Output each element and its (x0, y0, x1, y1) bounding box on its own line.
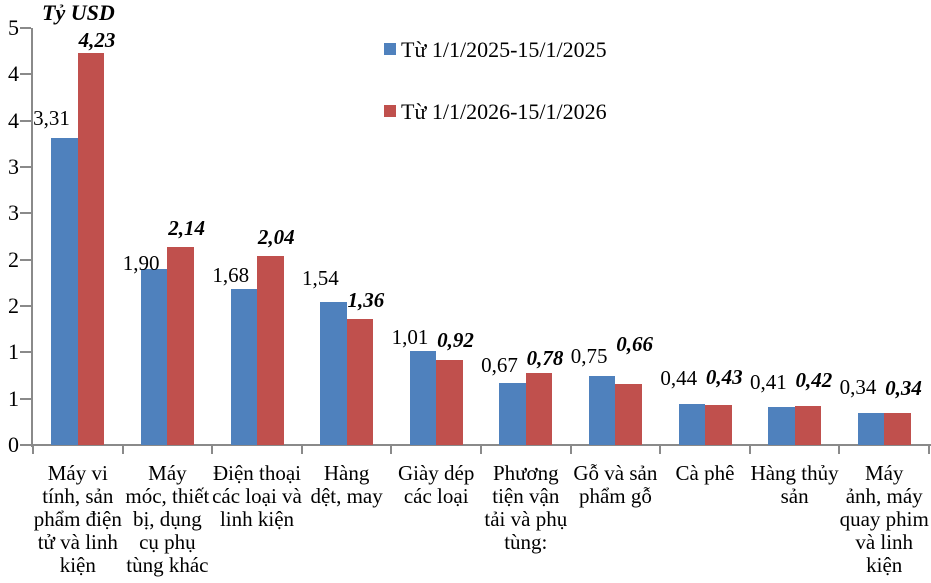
value-label-series1-cat4: 1,54 (301, 266, 339, 291)
y-axis-tick (20, 305, 31, 307)
value-label-series2-cat7: 0,66 (616, 331, 654, 356)
value-label-series2-cat3: 2,04 (257, 224, 295, 249)
y-axis-tick-label: 4 (8, 61, 19, 87)
value-label-series1-cat10: 0,34 (839, 375, 877, 400)
bar-series2-cat1 (77, 53, 105, 445)
category-label-1: Máy vi tính, sản phẩm điện tử và linh ki… (33, 461, 122, 577)
bar-series1-cat7 (588, 375, 616, 445)
legend-swatch-icon (384, 43, 396, 55)
category-label-7: Gỗ và sản phẩm gỗ (573, 461, 658, 508)
chart-title: Tỷ USD (42, 0, 115, 25)
x-axis-tick (480, 446, 482, 454)
legend-swatch-icon (384, 105, 396, 117)
category-label-9: Hàng thủy sản (750, 461, 839, 508)
bar-series2-cat9 (794, 406, 822, 445)
bar-series2-cat5 (436, 359, 463, 445)
y-axis-tick (20, 212, 31, 215)
legend-label: Từ 1/1/2025-15/1/2025 (401, 37, 607, 62)
value-label-series1-cat7: 0,75 (570, 343, 608, 368)
bar-series2-cat6 (525, 372, 553, 445)
bar-series1-cat6 (499, 382, 526, 445)
x-axis (31, 444, 931, 446)
bar-series2-cat2 (167, 246, 194, 445)
category-label-4: Hàng dệt, may (310, 461, 383, 508)
y-axis-tick (20, 27, 31, 29)
bar-series2-cat8 (705, 405, 732, 445)
category-label-2: Máy móc, thiết bị, dụng cụ phụ tùng khác (125, 461, 210, 577)
x-axis-tick (390, 446, 393, 454)
bar-series1-cat8 (678, 404, 705, 445)
x-axis-tick (659, 446, 662, 454)
value-label-series1-cat8: 0,44 (660, 366, 698, 391)
x-axis-tick (32, 446, 34, 454)
value-label-series2-cat6: 0,78 (526, 345, 564, 370)
y-axis-tick (20, 397, 31, 400)
y-axis-tick-label: 3 (8, 200, 19, 226)
y-axis-tick (20, 444, 31, 446)
bar-series1-cat3 (230, 289, 257, 445)
x-axis-tick (211, 446, 214, 454)
bar-series1-cat10 (857, 413, 885, 445)
y-axis-tick-label: 4 (8, 107, 19, 133)
y-axis-tick-label: 5 (8, 15, 19, 40)
value-label-series2-cat4: 1,36 (347, 287, 385, 312)
category-label-3: Điện thoại các loại và linh kiện (212, 461, 302, 531)
legend-label: Từ 1/1/2026-15/1/2026 (401, 99, 607, 124)
value-label-series1-cat3: 1,68 (212, 263, 250, 288)
bar-series1-cat2 (140, 268, 168, 445)
bar-series1-cat9 (768, 407, 795, 445)
x-axis-tick (569, 446, 572, 454)
bar-series2-cat3 (257, 255, 284, 445)
bar-series1-cat1 (51, 138, 78, 445)
bar-series2-cat10 (884, 413, 911, 445)
value-label-series2-cat10: 0,34 (885, 376, 922, 401)
bar-series1-cat5 (409, 351, 437, 445)
value-label-series1-cat9: 0,41 (749, 370, 787, 394)
x-axis-tick (928, 446, 930, 454)
y-axis-tick-label: 3 (8, 154, 19, 179)
value-label-series2-cat5: 0,92 (437, 327, 474, 352)
y-axis-tick (20, 351, 31, 354)
value-label-series1-cat2: 1,90 (122, 250, 160, 275)
bar-series2-cat4 (346, 318, 374, 445)
category-label-6: Phương tiện vận tải và phụ tùng: (484, 461, 568, 554)
category-label-5: Giày dép các loại (397, 461, 475, 508)
value-label-series2-cat9: 0,42 (795, 368, 833, 393)
y-axis-tick (20, 73, 31, 76)
y-axis-tick (20, 258, 31, 261)
x-axis-tick (838, 446, 841, 454)
value-label-series2-cat8: 0,43 (705, 365, 743, 390)
value-label-series1-cat5: 1,01 (391, 325, 429, 350)
bar-series2-cat7 (615, 383, 642, 445)
value-label-series2-cat1: 4,23 (78, 28, 116, 53)
y-axis-tick-label: 0 (8, 432, 19, 457)
x-axis-tick (121, 446, 124, 454)
value-label-series1-cat6: 0,67 (481, 352, 518, 377)
y-axis-tick-label: 2 (8, 246, 19, 272)
category-label-10: Máy ảnh, máy quay phim và linh kiện (839, 461, 929, 577)
y-axis-tick-label: 1 (8, 385, 19, 411)
y-axis-tick-label: 2 (8, 293, 19, 318)
y-axis-tick (20, 119, 31, 122)
bar-series1-cat4 (320, 302, 347, 445)
value-label-series1-cat1: 3,31 (33, 106, 70, 131)
value-label-series2-cat2: 2,14 (168, 215, 206, 240)
y-axis-tick-label: 1 (8, 339, 19, 365)
y-axis-tick (20, 166, 31, 168)
x-axis-tick (300, 446, 303, 454)
category-label-8: Cà phê (675, 461, 735, 485)
y-axis (31, 28, 33, 447)
x-axis-tick (748, 446, 751, 454)
